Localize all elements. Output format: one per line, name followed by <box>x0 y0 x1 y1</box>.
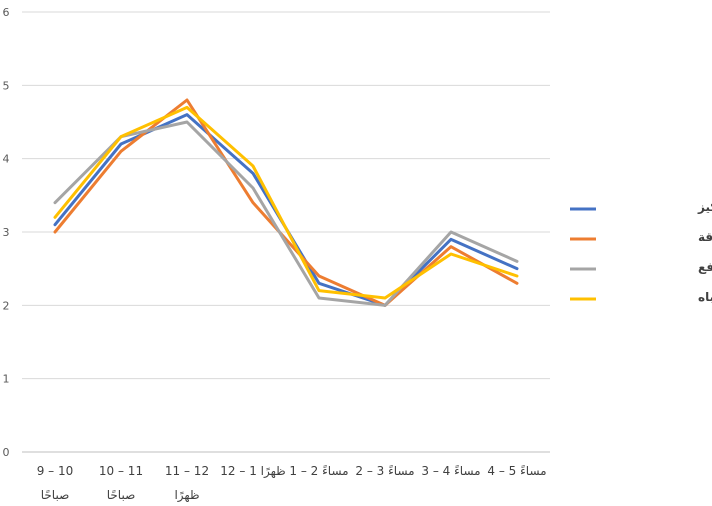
y-tick-label: 6 <box>3 6 10 19</box>
y-tick-label: 5 <box>3 79 10 92</box>
series-line-2 <box>53 120 519 307</box>
gridlines <box>22 11 550 453</box>
x-tick-label: 10 – 11 <box>99 464 143 478</box>
series-line-1 <box>53 98 519 307</box>
x-tick-label: صباحًا <box>41 488 70 502</box>
y-tick-label: 0 <box>3 446 10 459</box>
legend-label: متوسط التركيز <box>697 200 712 215</box>
series-line-3 <box>53 105 519 300</box>
x-tick-label: 9 – 10 <box>37 464 74 478</box>
y-tick-label: 3 <box>3 226 10 239</box>
x-tick-label: 12 – 1 ظهرًا <box>220 464 285 479</box>
x-tick-label: 1 – 2 مساءً <box>289 464 348 478</box>
y-tick-label: 2 <box>3 299 10 312</box>
series-lines <box>53 98 519 307</box>
series-line-0 <box>53 113 519 307</box>
legend-label: متوسط الطاقة <box>698 230 712 245</box>
x-tick-label: ظهرًا <box>174 488 199 503</box>
x-tick-label: صباحًا <box>107 488 136 502</box>
x-axis-ticks: 9 – 10 صباحًا 10 – 11 صباحًا 11 – 12 ظهرًا 12 … <box>37 464 547 503</box>
x-tick-label: 3 – 4 مساءً <box>421 464 480 478</box>
x-tick-label: 4 – 5 مساءً <box>487 464 546 478</box>
y-tick-label: 4 <box>3 153 10 166</box>
legend-label: متوسط مدى الانتباه <box>698 290 712 305</box>
y-axis-ticks: 0 1 2 3 4 5 6 <box>3 6 10 459</box>
x-tick-label: 2 – 3 مساءً <box>355 464 414 478</box>
y-tick-label: 1 <box>3 373 10 386</box>
x-tick-label: 11 – 12 <box>165 464 209 478</box>
legend: متوسط التركيز متوسط الطاقة متوسط الدافع متو… <box>570 200 712 305</box>
legend-label: متوسط الدافع <box>698 260 712 275</box>
